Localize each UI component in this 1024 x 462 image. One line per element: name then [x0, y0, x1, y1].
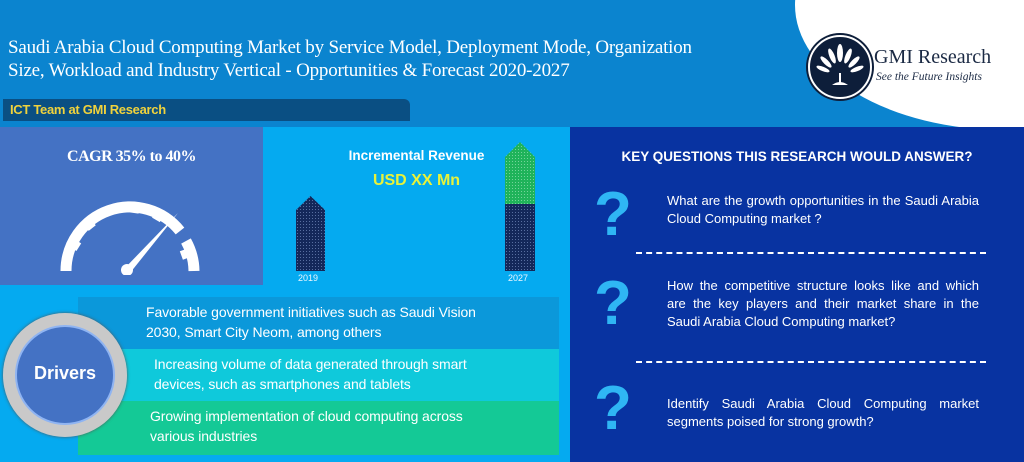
driver-text-line: 2030, Smart City Neom, among others	[146, 324, 382, 340]
question-mark-icon: ?	[594, 374, 632, 443]
driver-text-line: devices, such as smartphones and tablets	[154, 376, 411, 392]
divider	[636, 252, 986, 254]
logo-name: GMI Research	[874, 46, 992, 68]
driver-text-line: Increasing volume of data generated thro…	[154, 356, 467, 372]
drivers-label: Drivers	[33, 363, 97, 383]
title-line-1: Saudi Arabia Cloud Computing Market by S…	[8, 37, 692, 58]
team-label: ICT Team at GMI Research	[10, 102, 166, 117]
question-item: What are the growth opportunities in the…	[667, 193, 979, 226]
key-questions-panel	[570, 127, 1024, 462]
bar-2019	[296, 196, 325, 276]
question-item: Identify Saudi Arabia Cloud Computing ma…	[667, 396, 979, 429]
driver-text-line: Favorable government initiatives such as…	[146, 304, 476, 320]
question-item: How the competitive structure looks like…	[667, 278, 979, 329]
team-banner: ICT Team at GMI Research	[3, 99, 410, 121]
gmi-fan-logo-icon	[808, 35, 872, 99]
page-title: Saudi Arabia Cloud Computing Market by S…	[8, 36, 788, 82]
question-mark-icon: ?	[594, 180, 632, 249]
bar-label-2019: 2019	[298, 273, 319, 283]
title-line-2: Size, Workload and Industry Vertical - O…	[8, 60, 570, 81]
bar-2027	[505, 142, 535, 276]
driver-text-line: various industries	[150, 428, 258, 444]
revenue-value: USD XX Mn	[372, 172, 461, 189]
logo-tagline: See the Future Insights	[876, 71, 982, 83]
key-questions-title: KEY QUESTIONS THIS RESEARCH WOULD ANSWER…	[621, 149, 973, 164]
driver-item: Increasing volume of data generated thro…	[78, 349, 559, 401]
speedometer-icon	[58, 195, 203, 280]
bar-label-2027: 2027	[508, 273, 529, 283]
driver-item: Favorable government initiatives such as…	[78, 297, 559, 349]
question-mark-icon: ?	[594, 269, 632, 338]
divider	[636, 361, 986, 363]
driver-item: Growing implementation of cloud computin…	[78, 401, 559, 455]
revenue-title: Incremental Revenue	[348, 148, 485, 163]
driver-text-line: Growing implementation of cloud computin…	[150, 408, 463, 424]
drivers-badge	[15, 325, 115, 425]
cagr-label: CAGR 35% to 40%	[67, 148, 196, 165]
